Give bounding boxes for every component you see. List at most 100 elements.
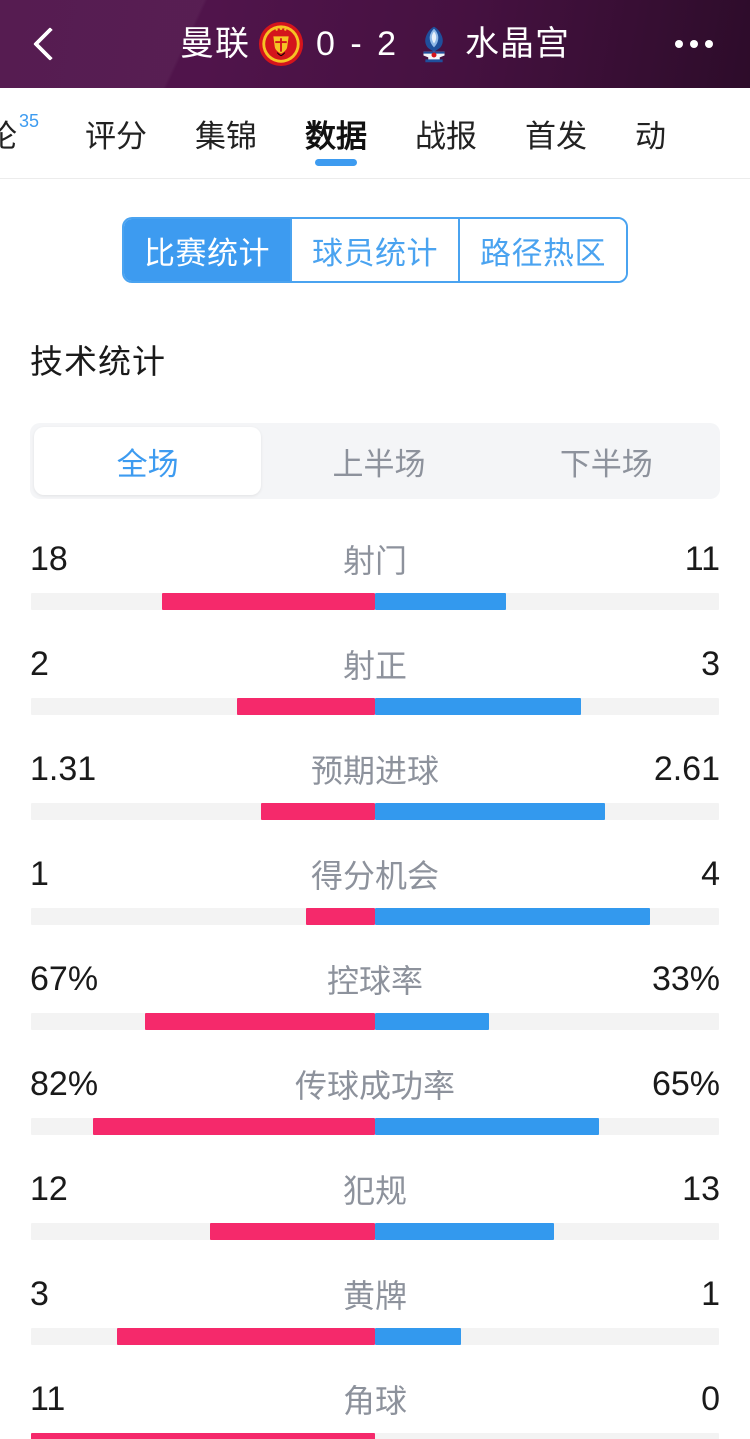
stat-row: 11 角球 0 — [0, 1365, 750, 1439]
stat-home-value: 67% — [30, 959, 99, 998]
stat-bar-away — [375, 698, 582, 715]
nav-tab-label: 数据 — [305, 118, 368, 154]
stat-away-value: 1 — [701, 1274, 720, 1313]
stat-row-values: 12 犯规 13 — [0, 1155, 750, 1223]
stat-home-value: 11 — [30, 1379, 66, 1418]
app-header: 曼联 0 - 2 — [0, 0, 750, 88]
stat-bar-home — [31, 1433, 375, 1439]
stat-bar-away — [375, 1223, 554, 1240]
stat-bar-home — [117, 1328, 375, 1345]
stat-row: 12 犯规 13 — [0, 1155, 750, 1260]
stat-home-value: 3 — [30, 1274, 49, 1313]
stat-bar-away — [375, 1328, 461, 1345]
stat-home-value: 2 — [30, 644, 49, 683]
nav-tab-timeline[interactable]: 动 — [611, 88, 666, 178]
period-full-match[interactable]: 全场 — [34, 427, 262, 495]
active-tab-indicator — [315, 159, 358, 166]
stat-bar-home — [161, 593, 375, 610]
nav-tab-lineups[interactable]: 首发 — [501, 88, 611, 178]
stats-view-switcher[interactable]: 比赛统计 球员统计 路径热区 — [122, 217, 628, 283]
stats-list: 18 射门 11 2 射正 3 1.31 预期进球 2.61 1 得分机会 4 67% 控球率 33% 82%… — [0, 525, 750, 1439]
stat-row: 82% 传球成功率 65% — [0, 1050, 750, 1155]
segment-match-stats[interactable]: 比赛统计 — [124, 219, 290, 281]
crystal-palace-crest-icon — [423, 26, 445, 63]
stat-bar-track — [31, 1328, 719, 1345]
stat-row: 1.31 预期进球 2.61 — [0, 735, 750, 840]
nav-tab-label: 论 — [0, 111, 17, 156]
stat-bar-home — [144, 1013, 375, 1030]
stat-away-value: 33% — [651, 959, 720, 998]
stats-view-switcher-wrap: 比赛统计 球员统计 路径热区 — [0, 179, 750, 283]
page-title: 技术统计 — [30, 343, 166, 380]
segment-pass-heatmap[interactable]: 路径热区 — [458, 219, 626, 281]
stat-home-value: 12 — [30, 1169, 68, 1208]
stat-bar-home — [261, 803, 375, 820]
nav-tab-report[interactable]: 战报 — [391, 88, 501, 178]
stat-row-values: 18 射门 11 — [0, 525, 750, 593]
stat-bar-away — [375, 803, 606, 820]
nav-tab-label: 集锦 — [195, 118, 258, 154]
stat-row-values: 2 射正 3 — [0, 630, 750, 698]
stat-row-values: 1 得分机会 4 — [0, 840, 750, 908]
stat-bar-track — [31, 1013, 719, 1030]
stat-bar-away — [375, 908, 651, 925]
period-second-half[interactable]: 下半场 — [559, 446, 653, 482]
stat-bar-home — [92, 1118, 375, 1135]
stat-row: 18 射门 11 — [0, 525, 750, 630]
stat-bar-home — [237, 698, 375, 715]
stat-away-value: 2.61 — [653, 749, 720, 788]
comment-count-badge: 35 — [19, 110, 40, 131]
nav-tab-comments[interactable]: 论35 — [0, 88, 61, 178]
stat-row: 2 射正 3 — [0, 630, 750, 735]
stat-home-value: 1 — [30, 854, 49, 893]
stat-home-value: 82% — [30, 1064, 99, 1103]
stat-row-values: 3 黄牌 1 — [0, 1260, 750, 1328]
stat-away-value: 0 — [701, 1379, 720, 1418]
stat-row-values: 1.31 预期进球 2.61 — [0, 735, 750, 803]
stat-away-value: 3 — [701, 644, 720, 683]
stat-away-value: 4 — [701, 854, 720, 893]
stat-row: 3 黄牌 1 — [0, 1260, 750, 1365]
stat-away-value: 13 — [682, 1169, 720, 1208]
period-first-half[interactable]: 上半场 — [332, 446, 426, 482]
nav-tab-highlights[interactable]: 集锦 — [171, 88, 281, 178]
nav-tab-label: 战报 — [415, 118, 478, 154]
stat-bar-track — [31, 1433, 719, 1439]
stat-row-values: 67% 控球率 33% — [0, 945, 750, 1013]
stat-away-value: 11 — [684, 539, 720, 578]
more-options-icon — [675, 40, 683, 48]
match-title: 曼联 0 - 2 — [0, 0, 750, 88]
stat-away-value: 65% — [651, 1064, 720, 1103]
manchester-united-crest-icon — [258, 21, 304, 67]
stat-row-values: 11 角球 0 — [0, 1365, 750, 1433]
nav-tab-bar[interactable]: 论35 评分 集锦 数据 战报 首发 动 — [0, 88, 750, 179]
stat-bar-track — [31, 698, 719, 715]
segment-player-stats[interactable]: 球员统计 — [290, 219, 458, 281]
stat-bar-away — [375, 1013, 489, 1030]
stat-bar-home — [306, 908, 375, 925]
stat-row: 67% 控球率 33% — [0, 945, 750, 1050]
nav-tab-label: 首发 — [525, 118, 588, 154]
home-team-name: 曼联 — [179, 25, 250, 63]
stat-row-values: 82% 传球成功率 65% — [0, 1050, 750, 1118]
away-team-name: 水晶宫 — [465, 25, 571, 63]
stat-bar-track — [31, 1223, 719, 1240]
more-options-icon-dot2 — [690, 40, 698, 48]
period-selector[interactable]: 全场 上半场 下半场 — [30, 423, 720, 499]
stat-row: 1 得分机会 4 — [0, 840, 750, 945]
stat-bar-away — [375, 1118, 599, 1135]
stat-home-value: 1.31 — [30, 749, 97, 788]
stat-home-value: 18 — [30, 539, 68, 578]
nav-tab-label: 动 — [635, 118, 667, 154]
stat-bar-track — [31, 1118, 719, 1135]
nav-tab-label: 评分 — [85, 118, 148, 154]
stat-bar-track — [31, 908, 719, 925]
nav-tab-stats[interactable]: 数据 — [281, 88, 391, 178]
stat-bar-track — [31, 593, 719, 610]
nav-tab-ratings[interactable]: 评分 — [61, 88, 171, 178]
more-options-icon-dot3 — [705, 40, 713, 48]
more-options-button[interactable] — [664, 0, 724, 88]
match-score: 0 - 2 — [315, 25, 400, 63]
stat-bar-home — [209, 1223, 375, 1240]
